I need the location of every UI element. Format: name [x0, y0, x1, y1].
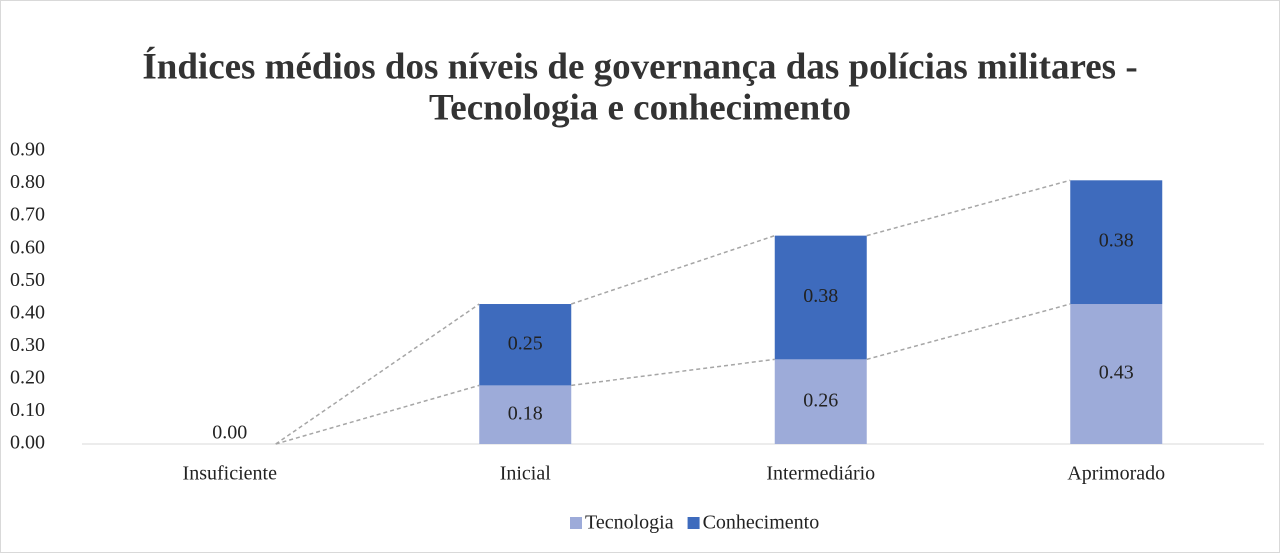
data-label: 0.25 — [508, 332, 543, 354]
series-line — [571, 234, 775, 305]
x-tick-label: Intermediário — [766, 463, 875, 485]
data-label: 0.00 — [212, 422, 247, 444]
chart-title: Índices médios dos níveis de governança … — [142, 45, 1137, 87]
y-tick-label: 0.40 — [10, 301, 45, 323]
data-label: 0.26 — [803, 389, 838, 411]
y-tick-label: 0.50 — [10, 269, 45, 291]
y-tick-label: 0.00 — [10, 432, 45, 454]
bar-segment — [774, 359, 867, 444]
y-tick-label: 0.10 — [10, 399, 45, 421]
y-tick-label: 0.30 — [10, 334, 45, 356]
x-tick-label: Inicial — [500, 463, 552, 485]
series-line — [866, 179, 1071, 237]
y-tick-label: 0.60 — [10, 236, 45, 258]
series-line — [275, 384, 480, 445]
y-tick-label: 0.90 — [10, 139, 45, 161]
data-label: 0.38 — [1099, 230, 1134, 252]
y-tick-label: 0.70 — [10, 204, 45, 226]
data-label: 0.18 — [508, 402, 543, 424]
legend-label: Tecnologia — [585, 512, 674, 534]
legend-swatch — [570, 517, 582, 529]
bar-segment — [479, 385, 572, 444]
x-tick-label: Aprimorado — [1067, 463, 1165, 485]
data-label: 0.43 — [1099, 362, 1134, 384]
bar-segment — [774, 235, 867, 360]
data-label: 0.38 — [803, 285, 838, 307]
chart-subtitle: Tecnologia e conhecimento — [429, 87, 851, 128]
y-tick-label: 0.80 — [10, 171, 45, 193]
x-tick-label: Insuficiente — [183, 463, 278, 485]
bar-segment — [479, 304, 572, 386]
bar-segment — [1070, 304, 1163, 444]
y-tick-label: 0.20 — [10, 366, 45, 388]
series-line — [866, 303, 1071, 361]
legend-swatch — [687, 517, 700, 529]
legend-label: Conhecimento — [703, 512, 820, 534]
bar-segment — [1070, 180, 1163, 305]
series-line — [275, 303, 480, 445]
series-line — [571, 358, 775, 387]
